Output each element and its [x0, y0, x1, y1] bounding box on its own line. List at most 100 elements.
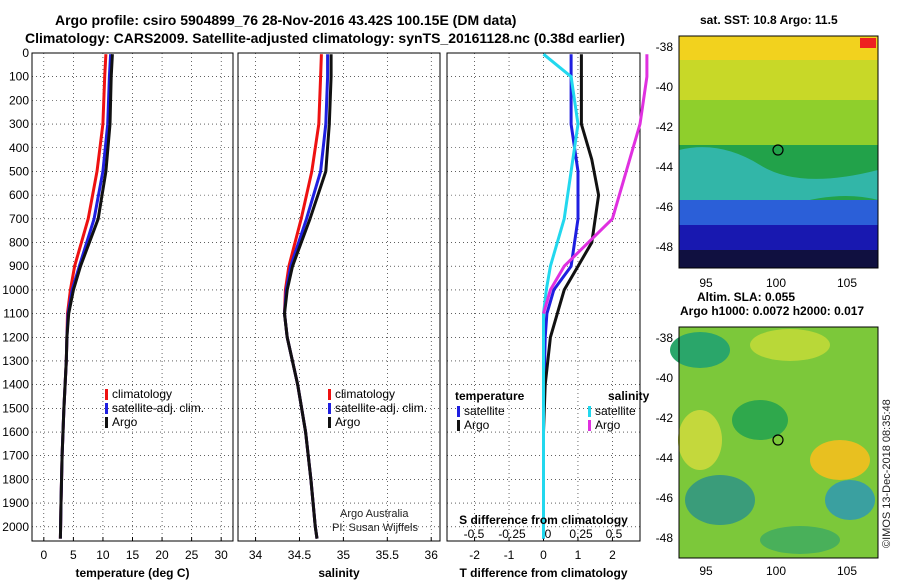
- y-tick-label: 200: [9, 93, 29, 107]
- s-diff-tick-label: 0.5: [606, 527, 623, 541]
- y-tick-label: 1800: [2, 472, 29, 486]
- map-lat-tick-label: -44: [656, 451, 674, 465]
- y-tick-label: 300: [9, 117, 29, 131]
- legend-label: climatology: [335, 387, 395, 401]
- map-lat-tick-label: -48: [656, 531, 674, 545]
- sla-map-title-2: Argo h1000: 0.0072 h2000: 0.017: [680, 304, 864, 318]
- credit-line-1: Argo Australia: [340, 508, 409, 520]
- map-lat-tick-label: -40: [656, 371, 674, 385]
- x-tick-label: -1: [504, 548, 515, 562]
- series-line-argo: [283, 54, 333, 539]
- series-line-satellite-adj-clim-: [283, 54, 330, 539]
- series-line-t-argo: [542, 54, 601, 539]
- series-line-climatology: [283, 54, 323, 539]
- legend-swatch: [328, 403, 331, 414]
- legend-swatch: [105, 417, 108, 428]
- title-line-2: Climatology: CARS2009. Satellite-adjuste…: [25, 30, 625, 46]
- y-tick-label: 0: [22, 46, 29, 60]
- legend-label: Argo: [335, 415, 361, 429]
- map-lon-tick-label: 100: [766, 564, 786, 578]
- y-tick-label: 100: [9, 70, 29, 84]
- map-lon-tick-label: 105: [837, 276, 857, 290]
- legend-swatch: [588, 420, 591, 431]
- map-lat-tick-label: -46: [656, 200, 674, 214]
- map-lat-tick-label: -48: [656, 240, 674, 254]
- temperature-panel: 0 5 10 15 20 25 300100200300400500600700800900…: [2, 46, 234, 580]
- s-diff-tick-label: -0.25: [498, 527, 526, 541]
- sst-map-ticks: -38 -40 -42 -44 -46 -48 95 100 105: [656, 40, 858, 290]
- series-line-argo: [58, 54, 114, 539]
- sla-map-ticks: -38 -40 -42 -44 -46 -48 95 100 105: [656, 331, 858, 578]
- x-tick-label: 35.5: [376, 548, 400, 562]
- y-tick-label: 900: [9, 259, 29, 273]
- y-tick-label: 2000: [2, 520, 29, 534]
- x-tick-label: 35: [337, 548, 351, 562]
- map-lat-tick-label: -42: [656, 411, 674, 425]
- map-lat-tick-label: -38: [656, 40, 674, 54]
- sst-map: [678, 35, 879, 269]
- panel-frame: [31, 52, 234, 542]
- x-axis-label: T difference from climatology: [459, 566, 627, 580]
- difference-panel: -2 -1 0 1 2 T difference from climatology temp…: [446, 52, 650, 580]
- map-lon-tick-label: 95: [699, 276, 713, 290]
- legend-swatch: [105, 389, 108, 400]
- legend-swatch: [105, 403, 108, 414]
- y-tick-label: 1100: [3, 307, 29, 321]
- s-diff-axis-label: S difference from climatology: [459, 513, 628, 527]
- x-tick-label: 36: [425, 548, 439, 562]
- title-line-1: Argo profile: csiro 5904899_76 28-Nov-20…: [55, 12, 517, 28]
- y-tick-label: 1600: [2, 425, 29, 439]
- map-lon-tick-label: 105: [837, 564, 857, 578]
- x-tick-label: 15: [126, 548, 140, 562]
- legend-swatch: [328, 389, 331, 400]
- y-tick-label: 1000: [2, 283, 29, 297]
- y-tick-label: 1300: [2, 354, 29, 368]
- legend-label: satellite-adj. clim.: [335, 401, 427, 415]
- x-tick-label: 10: [96, 548, 110, 562]
- y-tick-label: 1500: [2, 401, 29, 415]
- legend-label: Argo: [112, 415, 138, 429]
- x-tick-label: 34.5: [288, 548, 312, 562]
- legend-label: satellite: [595, 404, 636, 418]
- map-lon-tick-label: 95: [699, 564, 713, 578]
- sst-map-title: sat. SST: 10.8 Argo: 11.5: [700, 13, 838, 27]
- map-lat-tick-label: -46: [656, 491, 674, 505]
- legend-label: satellite-adj. clim.: [112, 401, 204, 415]
- y-tick-label: 1200: [2, 330, 29, 344]
- x-tick-label: 5: [70, 548, 77, 562]
- legend-label: satellite: [464, 404, 505, 418]
- x-tick-label: 1: [575, 548, 582, 562]
- sla-map-title-1: Altim. SLA: 0.055: [697, 290, 795, 304]
- legend-label: Argo: [464, 418, 490, 432]
- s-diff-tick-label: 0: [545, 527, 552, 541]
- panel-frame: [446, 52, 641, 542]
- x-tick-label: 20: [155, 548, 169, 562]
- map-lat-tick-label: -40: [656, 80, 674, 94]
- sla-map: [670, 326, 879, 559]
- x-tick-label: 25: [185, 548, 199, 562]
- y-tick-label: 500: [9, 164, 29, 178]
- salinity-panel: 34 34.5 35 35.5 36 salinity climatologysatelli…: [237, 52, 441, 580]
- y-tick-label: 1900: [2, 496, 29, 510]
- x-tick-label: 34: [249, 548, 263, 562]
- map-lat-tick-label: -42: [656, 120, 674, 134]
- credit-line-2: PI: Susan Wijffels: [332, 522, 418, 534]
- legend-swatch: [588, 406, 591, 417]
- legend-label: Argo: [595, 418, 621, 432]
- x-tick-label: 30: [214, 548, 228, 562]
- map-lat-tick-label: -38: [656, 331, 674, 345]
- series-line-s-argo: [542, 54, 649, 315]
- x-tick-label: 0: [540, 548, 547, 562]
- imos-stamp: ©IMOS 13-Dec-2018 08:35:48: [881, 399, 893, 548]
- series-line-climatology: [58, 54, 108, 539]
- legend-title-temperature: temperature: [455, 389, 525, 403]
- legend-label: climatology: [112, 387, 172, 401]
- s-diff-tick-label: -0.5: [464, 527, 485, 541]
- legend-swatch: [328, 417, 331, 428]
- y-tick-label: 700: [9, 212, 29, 226]
- x-tick-label: 2: [609, 548, 616, 562]
- series-line-s-satellite: [542, 53, 580, 539]
- s-diff-tick-label: 0.25: [569, 527, 593, 541]
- legend-swatch: [457, 406, 460, 417]
